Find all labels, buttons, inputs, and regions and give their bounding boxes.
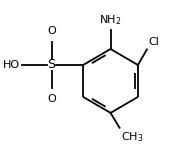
Text: HO: HO: [3, 60, 20, 70]
Text: O: O: [47, 26, 56, 36]
Text: Cl: Cl: [149, 37, 160, 47]
Text: O: O: [47, 94, 56, 104]
Text: NH$_2$: NH$_2$: [99, 14, 122, 27]
Text: S: S: [48, 58, 56, 71]
Text: CH$_3$: CH$_3$: [121, 130, 144, 144]
